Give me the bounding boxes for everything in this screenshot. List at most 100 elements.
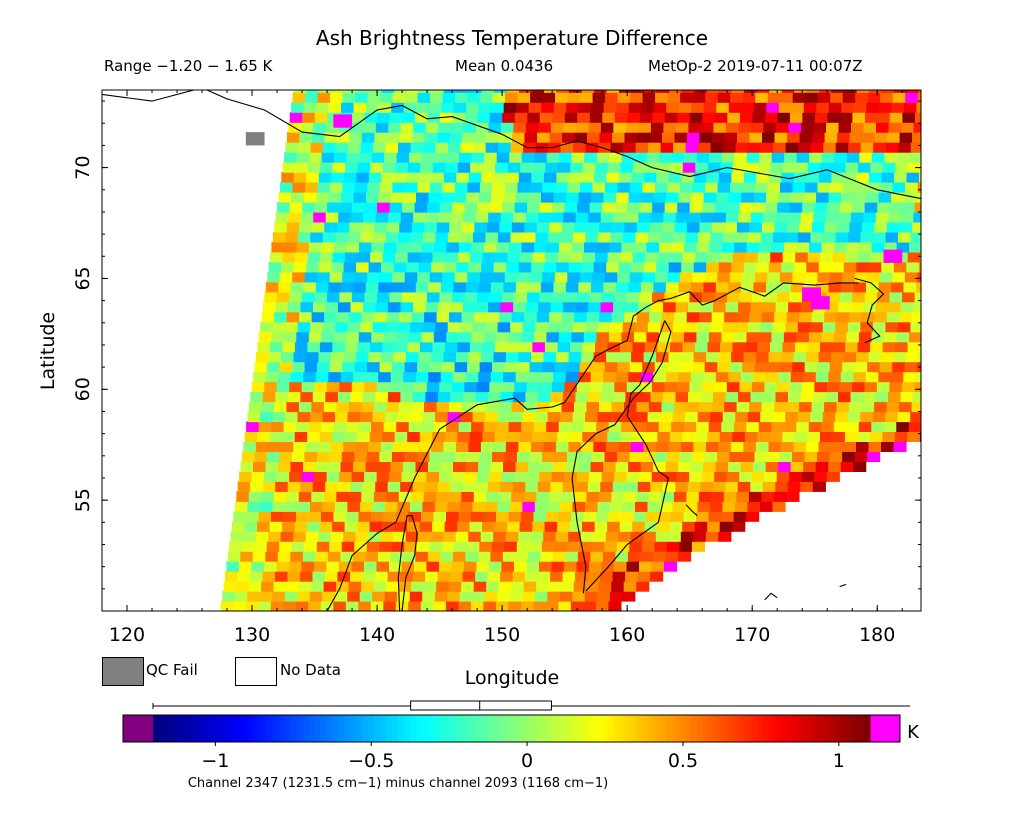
swath-pixel	[396, 511, 410, 522]
swath-pixel	[751, 471, 765, 482]
swath-pixel	[769, 90, 783, 93]
colorbar-segment	[266, 715, 274, 742]
swath-pixel	[302, 202, 316, 213]
swath-pixel	[302, 112, 316, 123]
swath-pixel	[719, 90, 733, 93]
swath-pixel	[492, 451, 506, 462]
swath-pixel	[414, 291, 428, 303]
swath-pixel	[360, 142, 374, 153]
swath-pixel	[755, 441, 769, 452]
swath-pixel	[793, 172, 807, 183]
swath-pixel	[602, 112, 616, 123]
swath-pixel	[501, 381, 515, 393]
swath-pixel	[817, 92, 831, 103]
swath-pixel	[595, 341, 609, 353]
swath-pixel	[226, 561, 240, 572]
swath-pixel	[296, 241, 310, 253]
swath-pixel	[575, 481, 589, 492]
swath-pixel	[859, 152, 873, 163]
swath-pixel	[735, 321, 749, 333]
swath-pixel	[406, 172, 420, 183]
swath-pixel	[389, 471, 403, 482]
swath-pixel	[624, 401, 638, 413]
swath-pixel	[598, 142, 612, 153]
swath-pixel	[460, 142, 474, 153]
swath-pixel	[775, 211, 789, 223]
swath-pixel	[620, 341, 634, 353]
swath-pixel	[841, 102, 855, 113]
swath-pixel	[835, 321, 849, 333]
swath-pixel	[573, 581, 587, 592]
swath-pixel	[435, 411, 449, 423]
swath-pixel	[670, 341, 684, 353]
swath-pixel	[645, 251, 659, 263]
swath-pixel	[315, 281, 329, 293]
swath-pixel	[547, 321, 561, 333]
swath-pixel	[784, 152, 798, 163]
swath-pixel	[600, 481, 614, 492]
swath-pixel	[819, 431, 833, 442]
satellite-time-label: MetOp-2 2019-07-11 00:07Z	[648, 57, 863, 75]
swath-pixel	[615, 551, 629, 562]
swath-pixel	[699, 221, 713, 233]
swath-pixel	[839, 202, 853, 213]
coastline	[397, 515, 418, 611]
swath-pixel	[263, 561, 277, 572]
swath-pixel	[696, 331, 710, 343]
swath-pixel	[674, 221, 688, 233]
swath-pixel	[527, 551, 541, 562]
swath-pixel	[896, 241, 910, 253]
swath-pixel	[397, 231, 411, 243]
swath-pixel	[381, 172, 395, 183]
swath-pixel	[709, 241, 723, 253]
swath-pixel	[328, 192, 342, 203]
swath-pixel	[907, 251, 921, 263]
swath-pixel	[361, 581, 375, 592]
swath-pixel	[543, 351, 557, 363]
swath-pixel	[766, 281, 780, 293]
swath-pixel	[383, 421, 397, 432]
swath-pixel	[551, 381, 565, 393]
swath-pixel	[778, 461, 792, 472]
swath-pixel	[298, 401, 312, 413]
colorbar-segment	[368, 715, 375, 742]
swath-pixel	[279, 182, 293, 193]
swath-pixel	[461, 401, 475, 413]
swath-pixel	[594, 90, 608, 93]
swath-pixel	[473, 491, 487, 502]
colorbar-segment	[732, 715, 740, 742]
swath-pixel	[634, 241, 648, 253]
swath-pixel	[342, 361, 356, 373]
swath-pixel	[629, 361, 643, 373]
swath-pixel	[622, 501, 636, 512]
swath-pixel	[372, 231, 386, 243]
swath-pixel	[332, 521, 346, 532]
swath-pixel	[347, 321, 361, 333]
swath-pixel	[515, 371, 529, 383]
swath-pixel	[379, 271, 393, 283]
swath-pixel	[848, 231, 862, 243]
swath-pixel	[544, 90, 558, 93]
swath-pixel	[312, 391, 326, 403]
swath-pixel	[606, 261, 620, 273]
swath-pixel	[487, 571, 501, 582]
swath-pixel	[765, 461, 779, 472]
swath-pixel	[354, 541, 368, 552]
swath-pixel	[319, 341, 333, 353]
swath-pixel	[597, 591, 611, 602]
swath-pixel	[400, 481, 414, 492]
swath-pixel	[236, 581, 250, 592]
swath-pixel	[631, 351, 645, 363]
swath-pixel	[496, 152, 510, 163]
no-data-label: No Data	[280, 661, 341, 679]
swath-pixel	[325, 571, 339, 582]
swath-pixel	[767, 271, 781, 283]
swath-pixel	[868, 441, 882, 452]
swath-pixel	[615, 371, 629, 383]
swath-pixel	[699, 401, 713, 413]
swath-pixel	[746, 152, 760, 163]
swath-pixel	[919, 172, 921, 183]
swath-pixel	[585, 142, 599, 153]
swath-pixel	[489, 381, 503, 393]
